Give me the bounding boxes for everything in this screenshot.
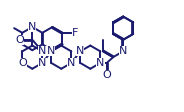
Text: O: O [18, 58, 27, 68]
Text: N: N [38, 46, 47, 56]
Text: O: O [102, 70, 111, 80]
Text: N: N [38, 58, 47, 68]
Text: O: O [15, 35, 24, 45]
Text: F: F [72, 28, 78, 38]
Text: N: N [96, 58, 105, 68]
Text: N: N [28, 22, 36, 32]
Text: N: N [67, 58, 76, 68]
Text: N: N [76, 46, 84, 56]
Text: N: N [119, 46, 127, 56]
Text: N: N [47, 46, 55, 56]
